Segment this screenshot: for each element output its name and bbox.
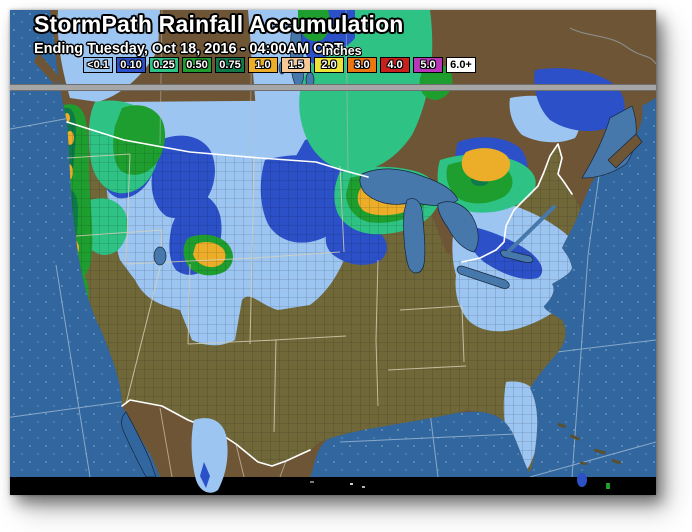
map-bottom-strip	[10, 477, 656, 495]
state-borders	[66, 153, 467, 433]
legend-item-label: <0.1	[87, 59, 109, 71]
legend-item-label: 0.10	[120, 59, 142, 71]
vancouver-island	[34, 52, 60, 86]
province-borders	[159, 10, 349, 173]
st-lawrence-river	[506, 204, 557, 254]
legend-item: <0.1	[83, 57, 113, 73]
lake-ontario	[500, 249, 534, 263]
legend-item: 5.0	[413, 57, 443, 73]
gulf-of-california	[121, 411, 157, 478]
legend-item: 0.10	[116, 57, 146, 73]
legend-item-label: 2.0	[321, 59, 337, 71]
legend-item: 0.50	[182, 57, 212, 73]
us-canada-border-west	[66, 121, 369, 178]
legend-item: 6.0+	[446, 57, 476, 73]
us-canada-border-east	[461, 143, 573, 263]
header-divider	[10, 84, 656, 91]
lake-huron	[437, 201, 479, 253]
islands	[557, 422, 622, 466]
us-rainfall-map	[10, 10, 656, 495]
legend-item: 1.0	[248, 57, 278, 73]
legend-item-label: 5.0	[420, 59, 436, 71]
legend-item-label: 6.0+	[450, 59, 472, 71]
legend-item: 3.0	[347, 57, 377, 73]
units-label: Inches	[322, 44, 362, 58]
lake-erie	[456, 265, 510, 289]
rainfall-legend: <0.1 0.10 0.25 0.50 0.75 1.0 1.5 2.0 3.0…	[83, 57, 476, 73]
legend-item: 0.25	[149, 57, 179, 73]
lake-superior	[359, 168, 459, 206]
legend-item: 4.0	[380, 57, 410, 73]
map-subtitle: Ending Tuesday, Oct 18, 2016 - 04:00AM C…	[34, 41, 343, 57]
legend-item-label: 0.75	[219, 59, 241, 71]
lake-michigan	[403, 198, 426, 274]
legend-item: 2.0	[314, 57, 344, 73]
rainfall-map-window: StormPath Rainfall Accumulation Ending T…	[10, 10, 656, 495]
map-title: StormPath Rainfall Accumulation	[34, 11, 404, 37]
graticule-lines	[10, 67, 656, 478]
legend-item-label: 0.50	[186, 59, 208, 71]
legend-item: 1.5	[281, 57, 311, 73]
nova-scotia	[607, 133, 643, 169]
lakes-layer	[121, 26, 643, 478]
legend-item-label: 3.0	[354, 59, 370, 71]
legend-item-label: 1.0	[255, 59, 271, 71]
legend-item-label: 4.0	[387, 59, 403, 71]
legend-item: 0.75	[215, 57, 245, 73]
legend-item-label: 0.25	[153, 59, 175, 71]
legend-item-label: 1.5	[288, 59, 304, 71]
great-salt-lake	[153, 246, 167, 266]
over-black-rain	[191, 418, 610, 493]
